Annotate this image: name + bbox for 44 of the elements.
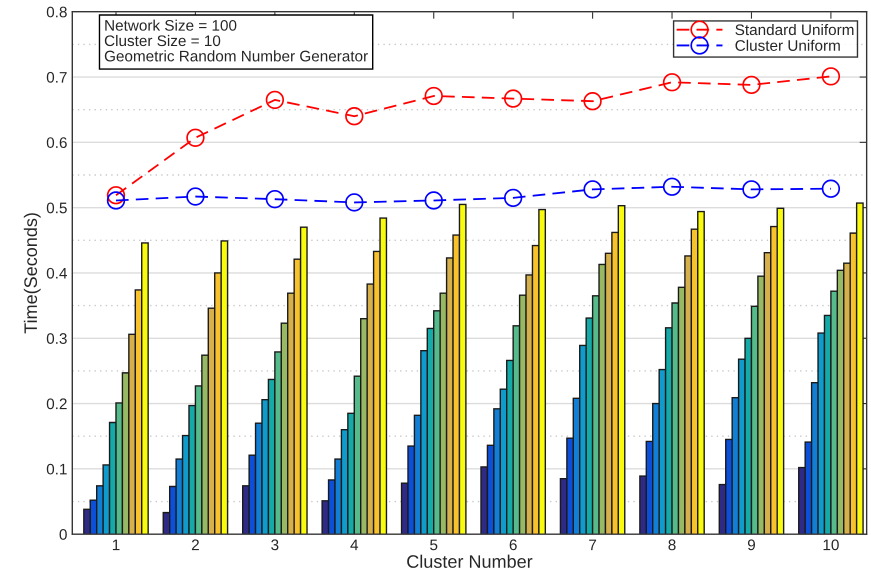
x-tick-label: 1 xyxy=(112,540,120,550)
point xyxy=(186,128,205,147)
annotation: Network Size = 100 Cluster Size = 10 Geometric Random Number Generator xyxy=(104,20,368,62)
legend-label: Standard Uniform xyxy=(735,24,854,36)
point xyxy=(345,107,364,126)
point xyxy=(345,193,364,212)
y-tick-label: 0 xyxy=(60,529,67,540)
y-tick-label: 0.1 xyxy=(46,464,67,475)
point xyxy=(266,90,284,110)
y-tick-label: 0.2 xyxy=(46,398,67,410)
point xyxy=(106,191,126,210)
point xyxy=(186,187,205,206)
x-tick-label: 2 xyxy=(192,539,199,550)
x-tick-label: 8 xyxy=(668,539,676,550)
x-tick-label: 9 xyxy=(748,539,755,550)
point xyxy=(742,180,761,199)
point xyxy=(583,180,602,199)
point xyxy=(266,190,284,208)
x-tick-label: 10 xyxy=(824,539,839,550)
point xyxy=(424,191,443,210)
point xyxy=(504,89,522,108)
x-tick-label: 3 xyxy=(271,539,278,550)
point xyxy=(583,92,602,110)
point xyxy=(822,67,840,86)
y-tick-label: 0.8 xyxy=(46,6,67,18)
y-tick-label: 0.6 xyxy=(46,137,67,148)
y-tick-label: 0.5 xyxy=(46,202,67,214)
point xyxy=(662,73,682,92)
point xyxy=(424,86,443,106)
x-tick-label: 6 xyxy=(510,539,517,550)
legend-label: Cluster Uniform xyxy=(735,40,840,51)
y-tick-label: 0.4 xyxy=(46,268,67,279)
x-axis-title: Cluster Number xyxy=(407,554,532,568)
point xyxy=(662,178,682,196)
y-axis-title: Time(Seconds) xyxy=(24,213,41,334)
x-tick-label: 7 xyxy=(589,540,596,550)
point xyxy=(504,188,522,208)
point xyxy=(822,180,840,198)
y-tick-label: 0.7 xyxy=(46,72,67,83)
x-tick-label: 4 xyxy=(350,540,358,550)
y-tick-label: 0.3 xyxy=(46,333,67,344)
point xyxy=(742,76,761,94)
x-tick-label: 5 xyxy=(430,540,438,550)
point xyxy=(106,186,126,204)
